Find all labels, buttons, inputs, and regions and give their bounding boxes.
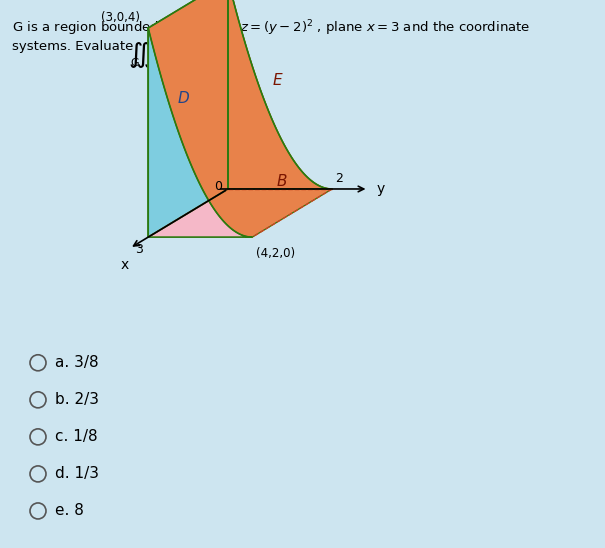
Text: 3: 3 [136,243,143,256]
Text: systems. Evaluate: systems. Evaluate [12,40,133,53]
Text: $dxdydz$: $dxdydz$ [155,40,208,58]
Text: E: E [273,73,283,88]
Text: c. 1/8: c. 1/8 [55,430,97,444]
Text: D: D [177,90,189,106]
Text: x: x [121,258,129,272]
Text: (3,0,4): (3,0,4) [101,11,140,24]
Polygon shape [148,0,228,237]
Text: B: B [277,174,287,189]
Polygon shape [148,0,332,237]
Text: G is a region bounded by cylinder $z=(y-2)^2$ , plane $x=3$ and the coordinate: G is a region bounded by cylinder $z=(y-… [12,18,530,38]
Text: (4,2,0): (4,2,0) [256,247,295,260]
Text: $\iiint$: $\iiint$ [128,40,157,70]
Text: 0: 0 [214,180,222,193]
Text: d. 1/3: d. 1/3 [55,466,99,481]
Text: e. 8: e. 8 [55,504,84,518]
Text: 2: 2 [335,172,343,185]
Text: a. 3/8: a. 3/8 [55,355,99,370]
Polygon shape [228,0,332,189]
Text: b. 2/3: b. 2/3 [55,392,99,407]
Polygon shape [148,189,332,237]
Text: $= ?$: $= ?$ [220,40,244,53]
Text: G: G [130,58,139,68]
Text: y: y [376,182,385,196]
Polygon shape [148,28,252,237]
